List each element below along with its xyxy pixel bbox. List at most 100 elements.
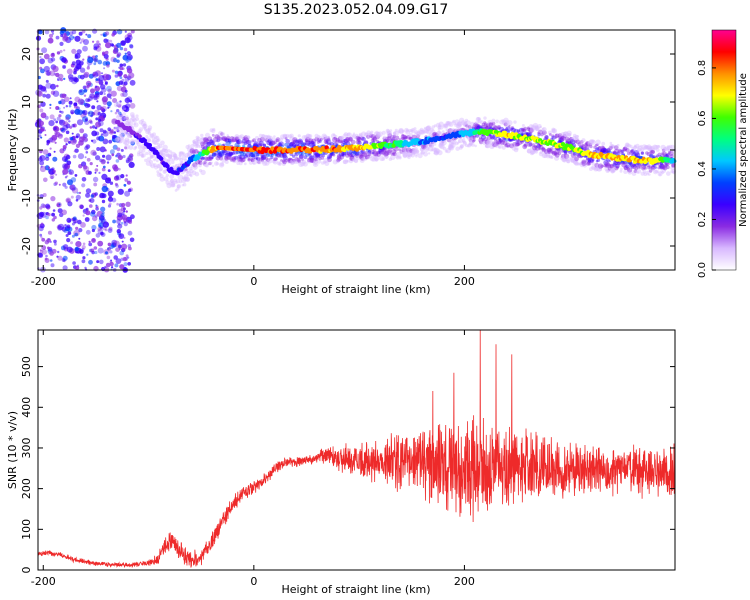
spectrogram-cell xyxy=(439,125,444,130)
spectrogram-cell xyxy=(323,157,329,164)
spectrogram-cell xyxy=(244,137,250,143)
spectrogram-cell xyxy=(66,198,70,203)
spectrogram-cell xyxy=(598,146,601,149)
spectrogram-cell xyxy=(299,154,304,159)
spectrogram-cell xyxy=(342,139,346,142)
spectrogram-cell xyxy=(650,148,653,152)
spectrogram-cell xyxy=(185,145,190,149)
spectrogram-cell xyxy=(94,94,98,99)
snr-ytick-label: 0 xyxy=(20,567,33,574)
spectrogram-cell xyxy=(267,158,273,164)
spectrogram-cell xyxy=(121,212,125,216)
spectrogram-cell xyxy=(623,166,628,171)
spectrogram-cell xyxy=(178,154,182,158)
spectrogram-cell xyxy=(94,85,98,88)
spectrogram-cell xyxy=(98,135,105,142)
spectrogram-cell xyxy=(332,133,336,137)
spectrogram-cell xyxy=(635,152,641,158)
spectrogram-cell xyxy=(318,135,322,140)
spectrogram-cell xyxy=(163,148,168,153)
spectrogram-cell xyxy=(458,138,464,144)
spectrogram-cell xyxy=(346,151,352,157)
spectrogram-cell xyxy=(372,148,377,153)
spectrogram-cell xyxy=(88,240,91,243)
spectrogram-cell xyxy=(398,127,404,134)
spectrogram-cell xyxy=(55,173,58,176)
spectrogram-cell xyxy=(369,155,373,159)
spectrogram-cell xyxy=(184,168,189,173)
spectrogram-cell xyxy=(605,163,609,167)
spectrogram-cell xyxy=(651,166,655,170)
spectrogram-cell xyxy=(612,150,617,155)
spectrogram-cell xyxy=(364,151,369,155)
spectrogram-cell xyxy=(162,169,167,174)
spectrogram-cell xyxy=(301,158,304,162)
spectrogram-cell xyxy=(98,43,101,46)
spectrogram-cell xyxy=(629,144,633,149)
spectrogram-cell xyxy=(112,219,116,224)
spectrogram-cell xyxy=(495,141,500,146)
spectrogram-cell xyxy=(406,135,411,140)
spectrogram-cell xyxy=(203,137,209,143)
spectrogram-cell xyxy=(183,176,187,180)
spectrogram-cell xyxy=(402,151,408,157)
spectrogram-cell xyxy=(484,122,488,127)
spectrogram-cell xyxy=(47,212,51,217)
spectrogram-cell xyxy=(591,162,596,166)
spectrogram-cell xyxy=(198,144,203,149)
spectrogram-cell xyxy=(585,141,591,147)
spectrogram-cell xyxy=(75,133,81,138)
spectrogram-cell xyxy=(341,142,345,147)
spectrogram-cell xyxy=(115,159,120,163)
spectrogram-cell xyxy=(45,93,51,99)
spectrogram-cell xyxy=(640,151,644,155)
spectrogram-cell xyxy=(203,160,207,164)
spectrogram-cell xyxy=(127,133,132,139)
spectrogram-cell xyxy=(128,72,135,79)
spectrogram-cell xyxy=(121,109,125,112)
spectrogram-cell xyxy=(63,137,69,143)
spectrogram-cell xyxy=(91,209,96,215)
spectrogram-cell xyxy=(116,136,120,140)
spectrogram-cell xyxy=(324,138,329,143)
spectrogram-cell xyxy=(507,120,513,126)
spectrogram-cell xyxy=(119,132,123,136)
spectrogram-cell xyxy=(87,34,92,39)
spectrogram-cell xyxy=(477,117,482,121)
spectrogram-cell xyxy=(524,131,528,135)
spectrogram-cell xyxy=(509,128,513,132)
spectrogram-cell xyxy=(304,138,309,143)
spectrogram-cell xyxy=(433,142,437,146)
spectrogram-cell xyxy=(474,121,479,125)
spectrogram-cell xyxy=(458,123,462,127)
spectrogram-cell xyxy=(655,148,660,152)
spectrogram-cell xyxy=(324,135,330,141)
spectrogram-cell xyxy=(627,151,631,156)
spectrogram-cell xyxy=(96,136,101,141)
spectrogram-cell xyxy=(219,156,224,161)
spectrogram-cell xyxy=(156,172,162,178)
spectrogram-cell xyxy=(636,171,640,174)
spectrogram-cell xyxy=(219,137,222,140)
spectrogram-cell xyxy=(89,120,93,125)
spectrogram-cell xyxy=(159,174,164,179)
spectrogram-cell xyxy=(210,161,213,164)
spectrogram-cell xyxy=(126,54,133,61)
spectrogram-cell xyxy=(491,141,498,147)
spectrogram-cell xyxy=(425,125,431,131)
spectrogram-cell xyxy=(374,155,380,161)
spectrogram-cell xyxy=(390,134,396,141)
spectrogram-cell xyxy=(430,144,434,148)
spectrogram-cell xyxy=(367,150,372,155)
spectrogram-cell xyxy=(313,153,319,159)
spectrogram-cell xyxy=(242,152,247,157)
spectrogram-cell xyxy=(129,112,135,117)
spectrogram-cell xyxy=(70,241,73,245)
spectrogram-cell xyxy=(131,119,135,123)
spectrogram-cell xyxy=(301,152,305,156)
spectrogram-cell xyxy=(187,146,193,153)
spectrogram-cell xyxy=(594,162,600,168)
spectrogram-cell xyxy=(48,166,50,169)
spectrogram-cell xyxy=(235,139,240,144)
spectrogram-cell xyxy=(59,41,64,47)
